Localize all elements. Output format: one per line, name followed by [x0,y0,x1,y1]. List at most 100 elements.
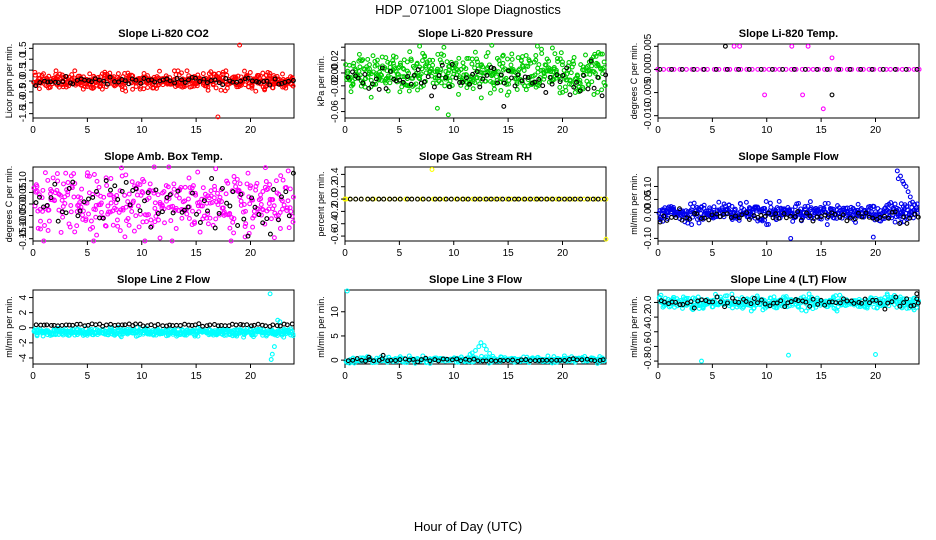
data-point [123,204,129,210]
data-point [418,357,424,363]
data-point [788,299,794,305]
points [343,42,609,118]
data-point [829,92,835,98]
data-point [572,196,578,202]
data-point [74,223,80,229]
data-point [788,235,794,241]
data-point [469,61,475,67]
y-tick-label: -0.02 [330,74,341,97]
panel-title: Slope Sample Flow [738,151,839,163]
panel-title: Slope Li-820 Temp. [739,28,838,40]
data-point [493,69,499,75]
data-point [557,357,563,363]
data-point [911,302,917,308]
panel-title: Slope Li-820 CO2 [118,28,208,40]
x-tick-label: 20 [245,248,257,259]
data-point [173,226,179,231]
data-point [125,216,131,221]
data-point [847,66,853,72]
data-point [247,201,253,207]
data-point [578,196,584,202]
data-point [242,68,247,74]
data-point [245,233,251,239]
data-point [509,51,515,57]
y-axis-label: Licor ppm per min. [4,44,14,119]
data-point [274,323,280,329]
data-point [598,51,603,57]
data-point [216,70,222,76]
data-point [237,181,243,187]
data-point [365,196,371,202]
data-point [810,66,816,72]
data-point [167,78,173,84]
data-point [370,196,376,202]
data-point [220,82,226,88]
data-point [116,79,122,85]
data-point [129,209,135,214]
y-tick-label: 0.0 [18,74,29,88]
data-point [436,358,441,364]
data-point [505,358,511,363]
data-point [253,88,259,94]
data-point [169,238,175,244]
data-point [248,183,254,189]
data-point [201,198,207,204]
data-point [204,323,210,329]
data-point [385,59,391,65]
data-point [600,357,606,363]
data-point [286,213,292,219]
data-point [281,202,287,208]
data-point [539,357,545,363]
data-point [382,65,388,71]
data-point [501,103,507,109]
data-point [755,300,760,306]
data-point [495,69,501,75]
data-point [81,199,87,205]
data-point [577,77,583,83]
data-point [63,322,69,328]
data-point [567,92,573,98]
data-point [407,49,413,55]
y-tick-label: -0.10 [18,215,29,238]
data-point [471,356,477,362]
data-point [444,59,450,65]
data-point [546,58,552,64]
data-point [397,77,403,83]
data-point [487,90,493,96]
data-point [244,181,250,187]
data-point [93,214,99,220]
y-tick-label: 1.0 [18,52,29,66]
data-point [799,307,805,313]
data-point [464,56,470,61]
data-point [290,170,296,176]
data-point [539,51,545,56]
data-point [751,296,757,301]
data-point [182,184,188,190]
data-point [379,72,385,78]
data-point [562,358,568,363]
data-point [273,178,279,184]
data-point [290,194,296,200]
data-point [387,80,393,86]
data-point [91,238,97,244]
x-tick-label: 0 [30,248,36,259]
data-point [189,222,195,228]
data-point [65,192,71,198]
data-point [473,348,478,353]
data-point [142,198,147,204]
data-point [161,189,167,195]
data-point [796,200,801,206]
data-point [40,187,46,193]
data-point [768,204,774,210]
data-point [448,196,454,202]
data-point [789,207,795,213]
data-point [897,303,903,309]
data-point [235,73,241,79]
data-point [57,71,63,77]
data-point [539,46,544,52]
data-point [487,350,493,356]
data-point [553,67,559,73]
data-point [400,79,406,85]
data-point [390,58,396,64]
